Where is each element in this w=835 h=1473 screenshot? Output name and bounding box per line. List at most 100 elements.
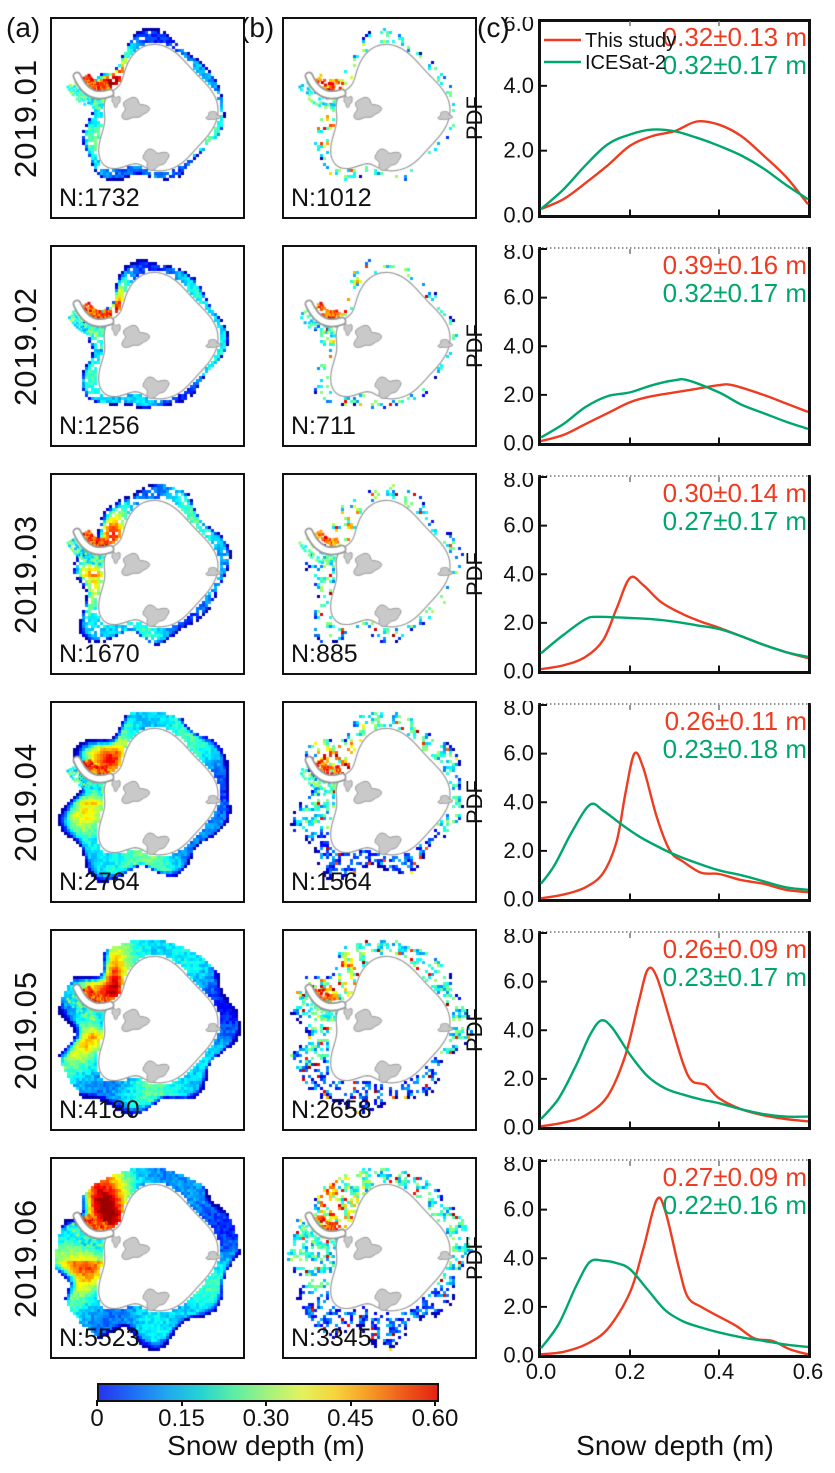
pdf-xaxis-label: Snow depth (m)	[576, 1430, 774, 1461]
y-tick-label: 4.0	[503, 333, 534, 358]
x-tick-label: 0.6	[793, 1359, 824, 1384]
map-canvas	[52, 1159, 242, 1356]
sample-count: N:2658	[291, 1096, 372, 1124]
pdf-chart: 0.0 2.0 4.0 6.0 8.0 PDF 0.27±0.09 m0.22±0.16 m…	[462, 1157, 824, 1384]
map-antarctica-a: N:5523	[50, 1157, 245, 1359]
y-tick-label: 4.0	[503, 1017, 534, 1042]
y-tick-label: 0.0	[503, 887, 534, 912]
pdf-curve-icesat2	[540, 128, 809, 210]
y-tick-label: 6.0	[503, 741, 534, 766]
y-tick-label: 2.0	[503, 138, 534, 163]
legend-label: ICESat-2	[585, 52, 666, 74]
map-antarctica-a: N:4180	[50, 929, 245, 1131]
y-tick-label: 6.0	[503, 285, 534, 310]
month-label: 2019.01	[8, 58, 43, 178]
mean-std-annotation: 0.27±0.17 m	[663, 506, 807, 536]
map-antarctica-b: N:711	[282, 245, 477, 447]
colorbar-tick-label: 0.15	[158, 1405, 205, 1432]
colorbar-tick	[96, 1400, 98, 1406]
y-tick-label: 4.0	[503, 561, 534, 586]
y-tick-label: 2.0	[503, 1294, 534, 1319]
sample-count: N:4180	[59, 1096, 140, 1124]
y-tick-label: 8.0	[503, 929, 534, 948]
mean-std-annotation: 0.27±0.09 m	[663, 1162, 807, 1192]
pdf-chart: 0.0 2.0 4.0 6.0 8.0 PDF 0.30±0.14 m0.27±0.17 m	[462, 473, 811, 684]
colorbar-tick	[434, 1400, 436, 1406]
map-antarctica-a: N:1670	[50, 473, 245, 675]
pdf-ylabel: PDF	[462, 1008, 487, 1052]
colorbar-tick	[265, 1400, 267, 1406]
colorbar-tick-label: 0	[90, 1405, 104, 1432]
pdf-chart: 0.0 2.0 4.0 6.0 PDF 0.32±0.13 m0.32±0.17 mThi…	[462, 17, 811, 228]
map-canvas	[284, 247, 474, 444]
map-canvas	[52, 931, 242, 1128]
map-canvas	[52, 703, 242, 900]
y-tick-label: 6.0	[503, 513, 534, 538]
mean-std-annotation: 0.23±0.17 m	[663, 962, 807, 992]
month-label: 2019.05	[8, 970, 43, 1090]
month-label: 2019.04	[8, 742, 43, 862]
y-tick-label: 8.0	[503, 701, 534, 720]
map-antarctica-b: N:1564	[282, 701, 477, 903]
map-antarctica-a: N:2764	[50, 701, 245, 903]
mean-std-annotation: 0.32±0.13 m	[663, 22, 807, 52]
y-tick-label: 4.0	[503, 789, 534, 814]
x-tick-label: 0.2	[615, 1359, 646, 1384]
pdf-ylabel: PDF	[462, 780, 487, 824]
mean-std-annotation: 0.39±0.16 m	[663, 250, 807, 280]
map-antarctica-b: N:885	[282, 473, 477, 675]
mean-std-annotation: 0.23±0.18 m	[663, 734, 807, 764]
y-tick-label: 4.0	[503, 1245, 534, 1270]
mean-std-annotation: 0.32±0.17 m	[663, 278, 807, 308]
y-tick-label: 8.0	[503, 1157, 534, 1176]
pdf-curve-icesat2	[540, 378, 809, 439]
y-tick-label: 0.0	[503, 659, 534, 684]
colorbar-tick-label: 0.45	[327, 1405, 374, 1432]
colorbar-tick	[180, 1400, 183, 1406]
y-tick-label: 8.0	[503, 473, 534, 492]
mean-std-annotation: 0.26±0.09 m	[663, 934, 807, 964]
y-tick-label: 6.0	[503, 17, 534, 36]
sample-count: N:1732	[59, 184, 140, 212]
sample-count: N:1670	[59, 640, 140, 668]
y-tick-label: 0.0	[503, 431, 534, 456]
pdf-ylabel: PDF	[462, 552, 487, 596]
x-tick-label: 0.4	[704, 1359, 735, 1384]
sample-count: N:3345	[291, 1324, 372, 1352]
month-label: 2019.02	[8, 286, 43, 406]
y-tick-label: 6.0	[503, 969, 534, 994]
mean-std-annotation: 0.32±0.17 m	[663, 50, 807, 80]
y-tick-label: 2.0	[503, 610, 534, 635]
x-tick-label: 0.0	[526, 1359, 557, 1384]
pdf-ylabel: PDF	[462, 96, 487, 140]
pdf-curve-icesat2	[540, 1258, 809, 1349]
pdf-chart: 0.0 2.0 4.0 6.0 8.0 PDF 0.26±0.11 m0.23±0.18 m	[462, 701, 811, 912]
map-antarctica-b: N:2658	[282, 929, 477, 1131]
y-tick-label: 2.0	[503, 382, 534, 407]
map-canvas	[284, 703, 474, 900]
y-tick-label: 6.0	[503, 1197, 534, 1222]
pdf-curve-this-study	[540, 383, 809, 443]
pdf-chart: 0.0 2.0 4.0 6.0 8.0 PDF 0.39±0.16 m0.32±0.17 m	[462, 245, 811, 456]
panel-label-a: (a)	[6, 12, 41, 43]
legend-label: This study	[585, 30, 676, 52]
map-antarctica-b: N:1012	[282, 17, 477, 219]
map-antarctica-a: N:1256	[50, 245, 245, 447]
sample-count: N:885	[291, 640, 358, 668]
mean-std-annotation: 0.22±0.16 m	[663, 1190, 807, 1220]
map-canvas	[52, 475, 242, 672]
pdf-ylabel: PDF	[462, 1236, 487, 1280]
pdf-curve-this-study	[540, 751, 809, 900]
colorbar-tick	[349, 1400, 352, 1406]
colorbar-label: Snow depth (m)	[167, 1430, 365, 1461]
map-canvas	[284, 19, 474, 216]
map-antarctica-b: N:3345	[282, 1157, 477, 1359]
pdf-curve-icesat2	[540, 1019, 809, 1120]
panel-label-b: (b)	[240, 12, 275, 43]
pdf-curve-icesat2	[540, 615, 809, 659]
map-canvas	[52, 247, 242, 444]
y-tick-label: 0.0	[503, 1343, 534, 1368]
sample-count: N:1012	[291, 184, 372, 212]
sample-count: N:5523	[59, 1324, 140, 1352]
